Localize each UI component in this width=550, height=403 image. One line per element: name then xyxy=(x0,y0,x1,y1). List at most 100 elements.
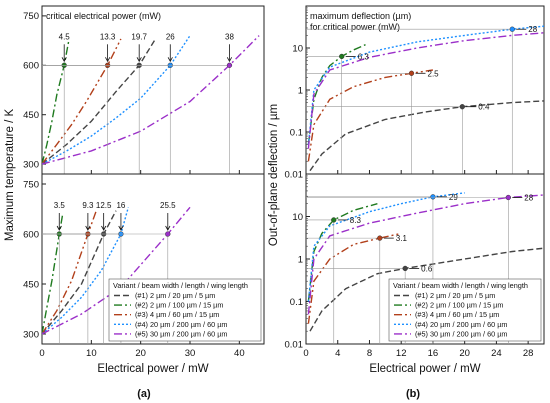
data-label: 0.4 xyxy=(478,103,490,112)
annotation-arrowhead xyxy=(167,57,173,63)
legend-entry-v3: (#3) 4 µm / 60 µm / 15 µm xyxy=(135,310,219,319)
series-line-v2 xyxy=(42,38,70,165)
y-tick-label: 0.01 xyxy=(285,339,304,350)
x-tick-label: 10 xyxy=(86,348,97,359)
legend-entry-v1: (#1) 2 µm / 20 µm / 5 µm xyxy=(135,291,215,300)
series-line-v4 xyxy=(307,25,544,145)
critical-point-marker xyxy=(430,194,436,200)
x-tick-label: 0 xyxy=(39,348,44,359)
series-line-v4 xyxy=(42,35,191,165)
data-label: 9.3 xyxy=(82,201,94,210)
data-label: 3.5 xyxy=(54,201,66,210)
x-tick-label: 28 xyxy=(523,348,534,359)
x-tick-label: 40 xyxy=(234,348,245,359)
legend: Variant / beam width / length / wing len… xyxy=(108,278,262,342)
y-tick-label: 750 xyxy=(23,179,39,190)
series-line-v3 xyxy=(307,232,402,324)
y-axis-label-b: Out-of-plane deflection / µm xyxy=(268,104,280,246)
legend: Variant / beam width / length / wing len… xyxy=(388,278,542,342)
x-tick-label: 0 xyxy=(303,348,308,359)
y-tick-label: 0.1 xyxy=(290,127,303,138)
plot-frame xyxy=(41,5,265,175)
legend-entry-v2: (#2) 2 µm / 100 µm / 15 µm xyxy=(415,301,503,310)
series-line-v1 xyxy=(309,100,544,172)
legend-entry-v5: (#5) 30 µm / 200 µm / 60 µm xyxy=(135,329,228,338)
annotation-arrowhead xyxy=(105,57,111,63)
legend-entry-v4: (#4) 20 µm / 200 µm / 60 µm xyxy=(415,320,508,329)
data-label: 28 xyxy=(528,25,537,34)
series-line-v1 xyxy=(309,247,544,332)
data-label: 19.7 xyxy=(131,32,147,41)
data-label: 25.5 xyxy=(160,201,176,210)
series-line-v5 xyxy=(42,35,260,165)
y-tick-label: 1 xyxy=(298,254,303,265)
legend-title: Variant / beam width / length / wing len… xyxy=(393,281,528,290)
series-group xyxy=(42,35,260,165)
annotation-arrowhead xyxy=(118,225,124,231)
panel-title: maximum deflection (µm) xyxy=(310,11,411,21)
annotation-arrowhead xyxy=(61,57,67,63)
series-line-v4 xyxy=(42,207,129,335)
y-tick-label: 600 xyxy=(23,229,39,240)
x-tick-label: 24 xyxy=(491,348,502,359)
panel-title: for critical power (mW) xyxy=(310,22,400,32)
critical-point-marker xyxy=(331,217,337,223)
figure-label-b: (b) xyxy=(406,388,420,400)
y-tick-label: 10 xyxy=(292,212,303,223)
chart-panel-a-top: 300 450 600 750 critical electrical power (m… xyxy=(23,5,265,175)
y-tick-label: 450 xyxy=(23,279,39,290)
chart-panel-a-bottom: 300 450 600 750 0 10 20 30 40 Electrical power / … xyxy=(23,173,265,375)
data-label: 6.3 xyxy=(358,52,370,61)
y-tick-label: 10 xyxy=(292,43,303,54)
critical-point-marker xyxy=(509,26,515,32)
x-axis-label: Electrical power / mW xyxy=(369,363,480,375)
legend-entry-v5: (#5) 30 µm / 200 µm / 60 µm xyxy=(415,329,508,338)
series-line-v2 xyxy=(307,203,378,302)
data-label: 12.5 xyxy=(96,201,112,210)
y-tick-label: 600 xyxy=(23,61,39,72)
y-tick-label: 1 xyxy=(298,85,303,96)
series-line-v5 xyxy=(307,194,544,315)
plot-frame xyxy=(41,173,265,345)
annotation-arrowhead xyxy=(85,225,91,231)
critical-point-marker xyxy=(339,53,345,60)
data-label: 28 xyxy=(524,193,533,202)
critical-point-marker xyxy=(165,231,171,237)
y-tick-label: 300 xyxy=(23,159,39,170)
data-label: 0.6 xyxy=(421,264,433,273)
chart-panel-b-top: 0.01 0.1 1 10 maximum deflection (µm)for cri… xyxy=(285,5,545,180)
figure-label-a: (a) xyxy=(137,388,151,400)
data-label: 3.1 xyxy=(396,234,408,243)
data-label: 4.5 xyxy=(59,32,71,41)
critical-point-marker xyxy=(505,194,511,201)
series-line-v3 xyxy=(42,38,122,165)
x-tick-label: 4 xyxy=(335,348,340,359)
data-label: 38 xyxy=(225,32,234,41)
critical-point-marker xyxy=(226,62,233,68)
annotation-arrowhead xyxy=(136,57,142,63)
legend-entry-v4: (#4) 20 µm / 200 µm / 60 µm xyxy=(135,320,228,329)
y-tick-label: 300 xyxy=(23,329,39,340)
series-group xyxy=(307,25,544,172)
y-tick-label: 750 xyxy=(23,11,39,22)
legend-box xyxy=(388,278,542,342)
critical-point-marker xyxy=(402,265,408,272)
panel-title: critical electrical power (mW) xyxy=(46,11,161,21)
x-axis-label: Electrical power / mW xyxy=(97,363,208,375)
critical-point-marker xyxy=(459,104,465,110)
y-tick-label: 450 xyxy=(23,110,39,121)
x-tick-label: 30 xyxy=(185,348,196,359)
x-tick-label: 16 xyxy=(428,348,439,359)
legend-entry-v3: (#3) 4 µm / 60 µm / 15 µm xyxy=(415,310,499,319)
legend-box xyxy=(108,278,262,342)
data-label: 13.3 xyxy=(100,32,116,41)
x-tick-label: 8 xyxy=(367,348,372,359)
data-label: 2.5 xyxy=(428,69,440,78)
series-line-v1 xyxy=(42,210,117,335)
y-tick-label: 0.1 xyxy=(290,297,303,308)
annotation-arrowhead xyxy=(56,225,62,231)
series-line-v1 xyxy=(42,38,157,165)
legend-title: Variant / beam width / length / wing len… xyxy=(113,281,248,290)
